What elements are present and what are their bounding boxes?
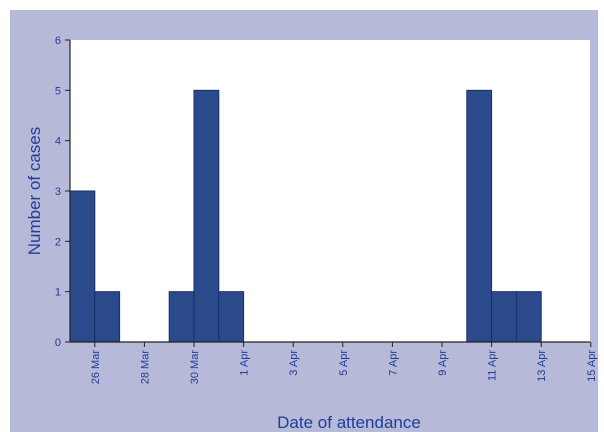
y-tick-label: 3: [55, 186, 61, 198]
x-axis-label: Date of attendance: [277, 413, 421, 432]
x-tick-label: 30 Mar: [189, 350, 201, 385]
x-tick-label: 13 Apr: [536, 350, 548, 382]
y-tick-label: 2: [55, 236, 61, 248]
x-ticks-group: 26 Mar 28 Mar 30 Mar 1 Apr 3 Apr 5 Apr 7 Apr 9 …: [90, 342, 598, 384]
x-tick-label: 1 Apr: [239, 350, 251, 376]
x-tick-label: 26 Mar: [90, 350, 102, 385]
bar-31-mar: [218, 291, 245, 343]
bar-11-apr: [491, 291, 517, 343]
y-ticks-group: 0 1 2 3 4 5 6: [55, 35, 70, 349]
x-tick-label: 28 Mar: [139, 350, 151, 385]
y-tick-label: 4: [55, 136, 61, 148]
y-tick-label: 0: [55, 337, 61, 349]
bar-26-mar: [94, 291, 121, 343]
x-tick-label: 5 Apr: [338, 350, 350, 376]
y-axis-label: Number of cases: [25, 127, 44, 256]
x-tick-label: 3 Apr: [288, 350, 300, 376]
bar-12-apr: [515, 291, 542, 343]
y-tick-label: 5: [55, 85, 61, 97]
x-tick-label: 15 Apr: [586, 350, 598, 382]
bars-group: [69, 89, 542, 343]
y-tick-label: 6: [55, 35, 61, 47]
y-tick-label: 1: [55, 287, 61, 299]
x-tick-label: 11 Apr: [487, 350, 499, 381]
bar-30-mar: [193, 89, 220, 343]
bar-10-apr: [466, 89, 493, 343]
x-tick-label: 7 Apr: [387, 350, 399, 376]
x-tick-label: 9 Apr: [437, 350, 449, 376]
bar-25-mar: [69, 190, 96, 343]
bar-29-mar: [168, 291, 195, 343]
